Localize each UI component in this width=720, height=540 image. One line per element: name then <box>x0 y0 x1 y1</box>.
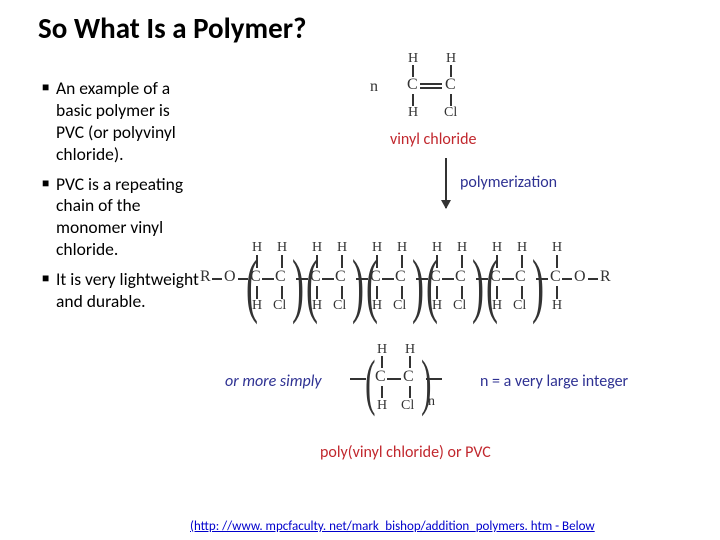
coefficient-n: n <box>370 78 378 96</box>
bond <box>562 278 572 280</box>
atom-cl: Cl <box>401 398 414 414</box>
atom-c: C <box>335 268 346 286</box>
atom-h: H <box>337 240 347 256</box>
or-more-simply-label: or more simply <box>225 372 322 391</box>
bond <box>556 255 558 268</box>
bullet-item: ■ It is very lightweight and durable. <box>42 269 200 313</box>
bond <box>442 278 454 280</box>
atom-h: H <box>277 240 287 256</box>
bond <box>461 286 463 299</box>
atom-h: H <box>377 398 387 414</box>
atom-h: H <box>517 240 527 256</box>
atom-c: C <box>445 76 456 94</box>
atom-c: C <box>455 268 466 286</box>
bond <box>401 286 403 299</box>
bond <box>322 278 334 280</box>
pvc-label: poly(vinyl chloride) or PVC <box>320 443 491 462</box>
atom-o: O <box>224 268 236 286</box>
paren-close: ) <box>532 260 544 310</box>
paren-open: ( <box>426 260 438 310</box>
paren-open: ( <box>306 260 318 310</box>
chemistry-diagram: n H H C C H Cl vinyl chloride polymeriza… <box>210 48 710 498</box>
bond <box>461 255 463 268</box>
slide-title: So What Is a Polymer? <box>38 10 306 46</box>
bullet-text: An example of a basic polymer is PVC (or… <box>56 78 200 166</box>
bond <box>341 255 343 268</box>
atom-c: C <box>515 268 526 286</box>
atom-o: O <box>574 268 586 286</box>
atom-h: H <box>552 298 562 314</box>
paren-open: ( <box>365 362 375 405</box>
atom-c: C <box>375 368 386 386</box>
atom-h: H <box>408 105 418 121</box>
source-link[interactable]: (http: //www. mpcfaculty. net/mark_bisho… <box>190 519 595 534</box>
bond <box>536 278 548 280</box>
vinyl-chloride-label: vinyl chloride <box>390 130 476 149</box>
bond <box>350 378 366 380</box>
atom-cl: Cl <box>393 298 406 314</box>
bullet-list: ■ An example of a basic polymer is PVC (… <box>42 78 200 321</box>
bond <box>212 278 222 280</box>
n-large-label: n = a very large integer <box>480 372 628 391</box>
bond <box>381 356 383 368</box>
bond <box>426 378 442 380</box>
bond <box>281 255 283 268</box>
subscript-n: n <box>428 394 435 410</box>
bullet-item: ■ An example of a basic polymer is PVC (… <box>42 78 200 166</box>
atom-h: H <box>552 240 562 256</box>
atom-r: R <box>200 268 211 286</box>
arrow-down-icon <box>445 158 447 208</box>
paren-open: ( <box>366 260 378 310</box>
atom-c: C <box>395 268 406 286</box>
atom-r: R <box>600 268 611 286</box>
atom-c: C <box>275 268 286 286</box>
paren-close: ) <box>472 260 484 310</box>
bond <box>262 278 274 280</box>
bullet-marker: ■ <box>42 78 56 166</box>
bond <box>556 286 558 299</box>
bullet-marker: ■ <box>42 269 56 313</box>
bullet-text: PVC is a repeating chain of the monomer … <box>56 174 200 262</box>
paren-close: ) <box>352 260 364 310</box>
bond <box>409 356 411 368</box>
bond <box>502 278 514 280</box>
bond <box>387 378 401 380</box>
bond <box>588 278 598 280</box>
bond <box>341 286 343 299</box>
atom-cl: Cl <box>444 105 457 121</box>
bond <box>521 255 523 268</box>
paren-close: ) <box>292 260 304 310</box>
atom-cl: Cl <box>453 298 466 314</box>
polymerization-label: polymerization <box>460 173 557 192</box>
atom-cl: Cl <box>333 298 346 314</box>
bullet-item: ■ PVC is a repeating chain of the monome… <box>42 174 200 262</box>
bond <box>409 386 411 398</box>
paren-open: ( <box>246 260 258 310</box>
paren-close: ) <box>412 260 424 310</box>
bullet-text: It is very lightweight and durable. <box>56 269 200 313</box>
atom-h: H <box>397 240 407 256</box>
bond <box>281 286 283 299</box>
paren-open: ( <box>486 260 498 310</box>
bond <box>382 278 394 280</box>
bullet-marker: ■ <box>42 174 56 262</box>
atom-c: C <box>403 368 414 386</box>
atom-c: C <box>407 76 418 94</box>
atom-c: C <box>550 268 561 286</box>
atom-cl: Cl <box>513 298 526 314</box>
atom-cl: Cl <box>273 298 286 314</box>
bond <box>381 386 383 398</box>
bond <box>401 255 403 268</box>
atom-h: H <box>457 240 467 256</box>
bond <box>521 286 523 299</box>
